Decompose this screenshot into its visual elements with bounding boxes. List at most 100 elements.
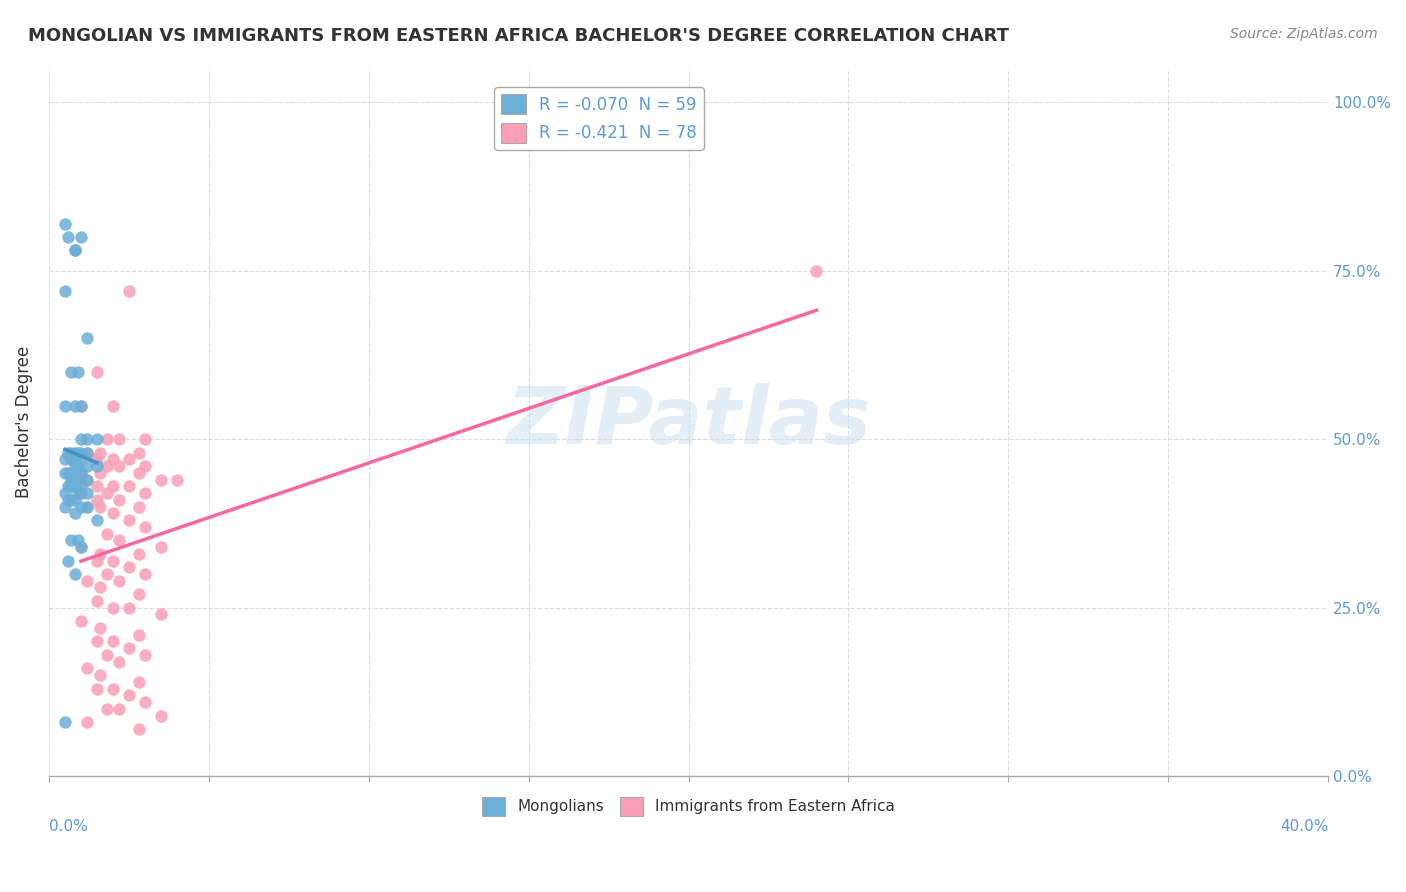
Point: [101, 452, 124, 467]
Point: [76, 445, 98, 459]
Point: [86, 459, 108, 474]
Point: [128, 674, 150, 689]
Text: ZIPatlas: ZIPatlas: [506, 384, 872, 461]
Y-axis label: Bachelor's Degree: Bachelor's Degree: [15, 346, 32, 499]
Point: [76, 574, 98, 588]
Point: [89, 445, 111, 459]
Point: [86, 452, 108, 467]
Point: [63, 506, 86, 520]
Point: [134, 459, 156, 474]
Point: [53, 284, 76, 298]
Point: [108, 432, 131, 446]
Point: [96, 432, 118, 446]
Point: [89, 668, 111, 682]
Point: [149, 708, 172, 723]
Point: [63, 244, 86, 258]
Point: [60, 492, 83, 507]
Point: [118, 600, 141, 615]
Point: [56, 230, 79, 244]
Point: [118, 452, 141, 467]
Text: Source: ZipAtlas.com: Source: ZipAtlas.com: [1230, 27, 1378, 41]
Point: [63, 452, 86, 467]
Text: 40.0%: 40.0%: [1279, 819, 1329, 834]
Point: [56, 479, 79, 493]
Legend: Mongolians, Immigrants from Eastern Africa: Mongolians, Immigrants from Eastern Afri…: [477, 791, 901, 822]
Point: [70, 540, 93, 554]
Point: [134, 648, 156, 662]
Point: [53, 399, 76, 413]
Text: 0.0%: 0.0%: [49, 819, 87, 834]
Point: [86, 365, 108, 379]
Point: [70, 445, 93, 459]
Point: [128, 722, 150, 736]
Point: [101, 634, 124, 648]
Point: [118, 560, 141, 574]
Point: [101, 553, 124, 567]
Point: [86, 513, 108, 527]
Point: [66, 473, 89, 487]
Point: [149, 607, 172, 622]
Point: [66, 445, 89, 459]
Point: [149, 540, 172, 554]
Point: [83, 452, 105, 467]
Point: [134, 486, 156, 500]
Point: [76, 432, 98, 446]
Point: [134, 520, 156, 534]
Point: [86, 634, 108, 648]
Point: [76, 486, 98, 500]
Point: [89, 621, 111, 635]
Point: [63, 459, 86, 474]
Point: [101, 600, 124, 615]
Point: [101, 681, 124, 696]
Point: [86, 432, 108, 446]
Point: [134, 566, 156, 581]
Point: [149, 473, 172, 487]
Point: [63, 399, 86, 413]
Point: [118, 479, 141, 493]
Point: [128, 587, 150, 601]
Point: [89, 466, 111, 480]
Point: [96, 526, 118, 541]
Point: [96, 648, 118, 662]
Point: [56, 492, 79, 507]
Point: [53, 715, 76, 730]
Point: [66, 486, 89, 500]
Point: [70, 432, 93, 446]
Point: [89, 547, 111, 561]
Point: [101, 506, 124, 520]
Point: [166, 473, 188, 487]
Point: [128, 466, 150, 480]
Point: [70, 479, 93, 493]
Point: [60, 445, 83, 459]
Point: [89, 500, 111, 514]
Point: [118, 284, 141, 298]
Point: [63, 473, 86, 487]
Point: [96, 486, 118, 500]
Point: [70, 486, 93, 500]
Point: [134, 432, 156, 446]
Point: [56, 553, 79, 567]
Point: [70, 466, 93, 480]
Point: [96, 702, 118, 716]
Point: [108, 574, 131, 588]
Point: [76, 500, 98, 514]
Point: [60, 452, 83, 467]
Point: [53, 217, 76, 231]
Point: [63, 244, 86, 258]
Point: [70, 500, 93, 514]
Point: [53, 486, 76, 500]
Point: [108, 533, 131, 548]
Point: [63, 445, 86, 459]
Point: [86, 492, 108, 507]
Point: [89, 581, 111, 595]
Point: [96, 459, 118, 474]
Point: [118, 641, 141, 656]
Point: [56, 466, 79, 480]
Point: [70, 614, 93, 628]
Point: [60, 533, 83, 548]
Point: [53, 452, 76, 467]
Point: [108, 702, 131, 716]
Point: [70, 399, 93, 413]
Point: [76, 459, 98, 474]
Point: [66, 533, 89, 548]
